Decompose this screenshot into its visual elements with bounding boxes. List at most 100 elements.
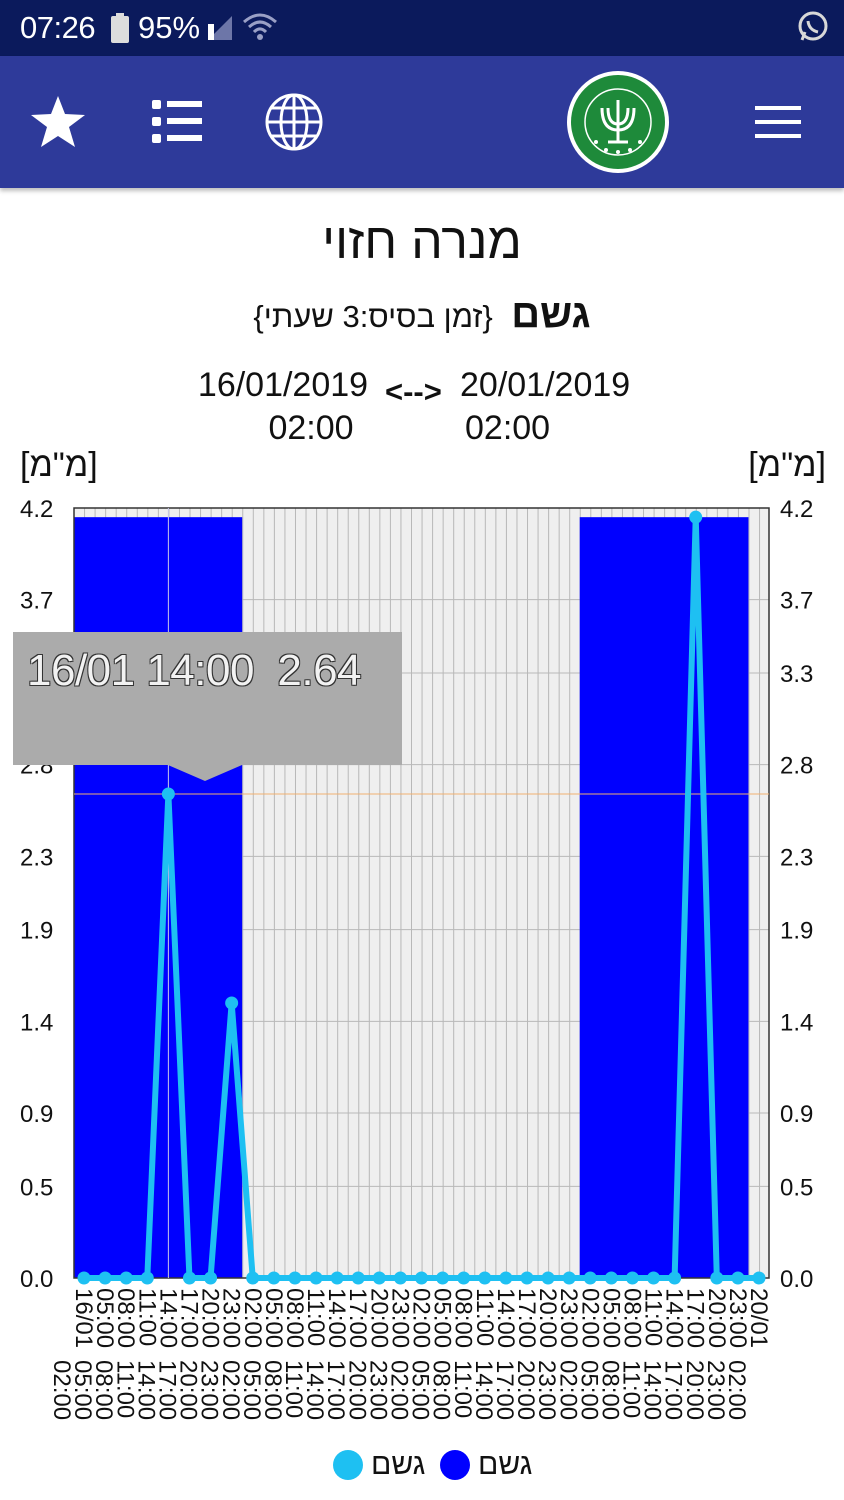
rain-point bbox=[668, 1271, 682, 1285]
y-tick-label-right: 0.0 bbox=[780, 1266, 813, 1293]
ministry-logo[interactable] bbox=[564, 56, 672, 188]
legend-label-line: גשם bbox=[371, 1448, 426, 1481]
x-tick-label-date: 20:00 bbox=[703, 1288, 730, 1348]
rain-point bbox=[98, 1271, 112, 1285]
rain-point bbox=[182, 1271, 196, 1285]
x-tick-label-date: 17:00 bbox=[682, 1288, 709, 1348]
x-tick-label-date: 17:00 bbox=[513, 1288, 540, 1348]
rain-point bbox=[330, 1271, 344, 1285]
rain-point bbox=[309, 1271, 323, 1285]
x-tick-label-time: 14:00 bbox=[132, 1360, 159, 1420]
left-axis-unit: [מ"מ] bbox=[20, 446, 98, 484]
x-tick-label-time: 08:00 bbox=[596, 1360, 623, 1420]
rain-point bbox=[225, 996, 239, 1010]
x-tick-label-date: 23:00 bbox=[724, 1288, 751, 1348]
y-tick-label-left: 0.9 bbox=[20, 1101, 53, 1128]
wifi-icon bbox=[242, 12, 278, 47]
y-tick-label-right: 0.9 bbox=[780, 1101, 813, 1128]
x-tick-label-time: 08:00 bbox=[259, 1360, 286, 1420]
y-tick-label-right: 2.3 bbox=[780, 844, 813, 871]
rain-point bbox=[604, 1271, 618, 1285]
y-tick-label-left: 0.5 bbox=[20, 1174, 53, 1201]
status-bar: 07:26 95% bbox=[0, 0, 844, 56]
rain-point bbox=[562, 1271, 576, 1285]
x-tick-label-date: 08:00 bbox=[281, 1288, 308, 1348]
legend-label-bars: גשם bbox=[478, 1448, 533, 1481]
range-start-time: 02:00 bbox=[268, 409, 354, 447]
x-tick-label-date: 11:00 bbox=[640, 1288, 667, 1346]
rain-point bbox=[710, 1271, 724, 1285]
x-tick-label-date: 16/01 bbox=[70, 1288, 97, 1348]
x-tick-label-time: 14:00 bbox=[470, 1360, 497, 1420]
x-tick-label-time: 05:00 bbox=[575, 1360, 602, 1420]
x-tick-label-date: 08:00 bbox=[618, 1288, 645, 1348]
x-tick-label-date: 02:00 bbox=[408, 1288, 435, 1348]
y-tick-label-right: 3.3 bbox=[780, 661, 813, 688]
signal-icon bbox=[206, 14, 236, 47]
x-tick-label-time: 08:00 bbox=[428, 1360, 455, 1420]
legend-swatch-bars bbox=[440, 1450, 470, 1480]
x-tick-label-time: 20:00 bbox=[512, 1360, 539, 1420]
legend-item-line[interactable]: גשם bbox=[333, 1448, 425, 1482]
y-tick-label-right: 0.5 bbox=[780, 1174, 813, 1201]
menorah-icon bbox=[600, 100, 636, 144]
x-tick-label-date: 05:00 bbox=[429, 1288, 456, 1348]
x-tick-label-time: 20:00 bbox=[343, 1360, 370, 1420]
subtitle: גשם {זמן בסיס:3 שעתי} bbox=[0, 292, 844, 337]
rain-point bbox=[647, 1271, 661, 1285]
x-tick-label-time: 02:00 bbox=[386, 1360, 413, 1420]
rain-point bbox=[288, 1271, 302, 1285]
x-tick-label-date: 20:00 bbox=[365, 1288, 392, 1348]
x-tick-label-time: 11:00 bbox=[618, 1360, 645, 1418]
rain-point bbox=[372, 1271, 386, 1285]
x-tick-label-date: 17:00 bbox=[175, 1288, 202, 1348]
x-tick-label-time: 05:00 bbox=[407, 1360, 434, 1420]
battery-icon bbox=[110, 13, 130, 48]
y-tick-label-left: 3.7 bbox=[20, 588, 53, 615]
star-icon bbox=[31, 96, 85, 147]
range-arrow: <--> bbox=[385, 374, 442, 409]
rain-point bbox=[499, 1271, 513, 1285]
rain-point bbox=[583, 1271, 597, 1285]
x-tick-label-time: 05:00 bbox=[69, 1360, 96, 1420]
x-tick-label-time: 11:00 bbox=[449, 1360, 476, 1418]
chart-tooltip: 16/01 14:00 2.64 bbox=[13, 632, 402, 765]
x-tick-label-date: 23:00 bbox=[218, 1288, 245, 1348]
language-button[interactable] bbox=[262, 56, 326, 188]
x-tick-label-date: 14:00 bbox=[661, 1288, 688, 1348]
globe-icon bbox=[265, 93, 323, 151]
rain-point bbox=[246, 1271, 260, 1285]
x-tick-label-date: 23:00 bbox=[555, 1288, 582, 1348]
x-tick-label-time: 20:00 bbox=[681, 1360, 708, 1420]
legend-swatch-line bbox=[333, 1450, 363, 1480]
range-start-date: 16/01/2019 bbox=[197, 366, 369, 404]
range-end-time: 02:00 bbox=[465, 409, 551, 447]
rain-point bbox=[478, 1271, 492, 1285]
x-tick-label-time: 23:00 bbox=[196, 1360, 223, 1420]
y-tick-label-right: 3.7 bbox=[780, 588, 813, 615]
rain-point bbox=[689, 510, 703, 524]
x-tick-label-time: 14:00 bbox=[301, 1360, 328, 1420]
x-tick-label-date: 05:00 bbox=[597, 1288, 624, 1348]
rain-point bbox=[415, 1271, 428, 1285]
x-tick-label-date: 23:00 bbox=[386, 1288, 413, 1348]
x-tick-label-time: 14:00 bbox=[639, 1360, 666, 1420]
status-time: 07:26 bbox=[20, 10, 96, 45]
favorites-button[interactable] bbox=[26, 56, 90, 188]
x-tick-label-time: 23:00 bbox=[533, 1360, 560, 1420]
x-tick-label-time: 02:00 bbox=[723, 1360, 750, 1420]
x-tick-label-time: 08:00 bbox=[90, 1360, 117, 1420]
x-tick-label-date: 14:00 bbox=[154, 1288, 181, 1348]
rain-point bbox=[204, 1271, 218, 1285]
x-tick-label-date: 08:00 bbox=[450, 1288, 477, 1348]
rain-point bbox=[77, 1271, 91, 1285]
hamburger-menu-button[interactable] bbox=[752, 56, 804, 188]
x-tick-label-date: 02:00 bbox=[576, 1288, 603, 1348]
x-tick-label-date: 20/01 bbox=[745, 1288, 772, 1348]
x-tick-label-time: 02:00 bbox=[48, 1360, 75, 1420]
tooltip-pointer bbox=[168, 765, 242, 781]
x-tick-label-time: 17:00 bbox=[491, 1360, 518, 1420]
legend-item-bars[interactable]: גשם bbox=[440, 1448, 532, 1482]
list-button[interactable] bbox=[148, 56, 206, 188]
x-tick-label-time: 05:00 bbox=[238, 1360, 265, 1420]
